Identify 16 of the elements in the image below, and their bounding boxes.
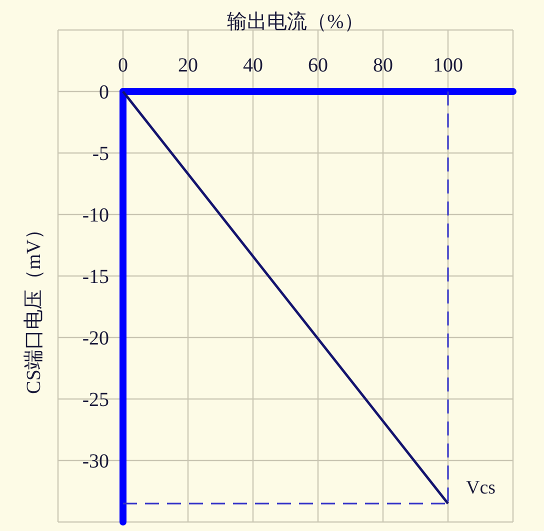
y-tick-label: -5 xyxy=(92,143,109,165)
y-tick-label: -10 xyxy=(82,204,109,226)
y-tick-label: -25 xyxy=(82,389,109,411)
annotation: Vcs xyxy=(466,478,496,499)
x-tick-label: 80 xyxy=(373,54,393,76)
x-tick-label: 60 xyxy=(308,54,328,76)
x-tick-label: 100 xyxy=(433,54,463,76)
y-axis-title: CS端口电压（mV） xyxy=(23,220,45,394)
y-tick-label: -30 xyxy=(82,450,109,472)
x-tick-label: 40 xyxy=(243,54,263,76)
x-tick-label: 20 xyxy=(178,54,198,76)
y-tick-label: 0 xyxy=(99,82,109,104)
x-tick-label: 0 xyxy=(118,54,128,76)
x-axis-title: 输出电流（%） xyxy=(227,11,364,33)
y-tick-label: -15 xyxy=(82,266,109,288)
y-tick-label: -20 xyxy=(82,328,109,350)
